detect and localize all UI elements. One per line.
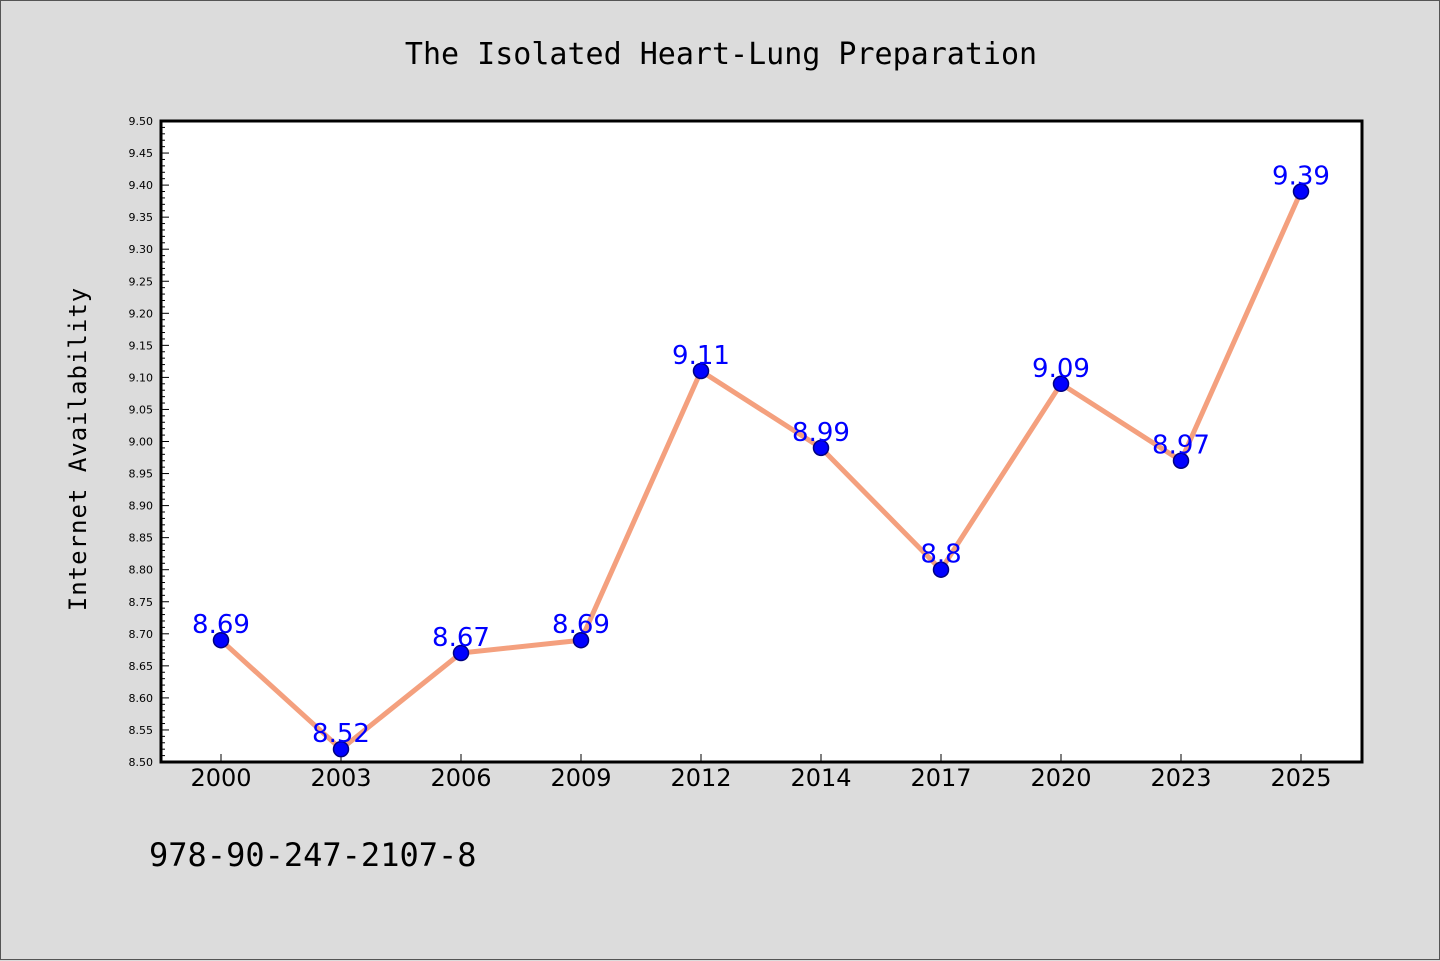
y-tick-label: 8.50 xyxy=(129,756,154,769)
y-tick-label: 9.10 xyxy=(129,371,154,384)
y-tick-label: 8.70 xyxy=(129,628,154,641)
y-tick-label: 9.25 xyxy=(129,275,154,288)
data-point xyxy=(452,644,470,662)
x-tick-label: 2025 xyxy=(1270,764,1331,792)
y-tick-label: 9.45 xyxy=(129,147,154,160)
x-tick-label: 2006 xyxy=(430,764,491,792)
x-tick-label: 2020 xyxy=(1030,764,1091,792)
data-point xyxy=(1292,183,1310,200)
y-tick-label: 8.85 xyxy=(129,532,154,545)
data-label: 8.69 xyxy=(192,610,250,640)
data-label: 8.8 xyxy=(920,540,961,570)
x-tick-label: 2000 xyxy=(190,764,251,792)
x-tick-label: 2017 xyxy=(910,764,971,792)
data-point xyxy=(932,561,950,578)
y-tick-label: 9.35 xyxy=(129,211,154,224)
y-tick-label: 9.00 xyxy=(129,436,154,449)
data-point xyxy=(692,362,710,380)
chart-title: The Isolated Heart-Lung Preparation xyxy=(405,37,1037,72)
y-tick-label: 9.30 xyxy=(129,243,154,256)
y-tick-label: 8.65 xyxy=(129,660,154,673)
data-label: 8.52 xyxy=(312,719,370,749)
x-tick-label: 2014 xyxy=(790,764,851,792)
data-point xyxy=(572,631,590,649)
plot-area xyxy=(161,121,1362,762)
data-point xyxy=(1172,452,1190,469)
y-tick-label: 9.40 xyxy=(129,179,154,192)
y-tick-label: 8.80 xyxy=(129,564,154,577)
data-label: 9.09 xyxy=(1032,354,1090,384)
data-label: 9.39 xyxy=(1272,162,1330,192)
data-label: 9.11 xyxy=(672,341,730,371)
y-tick-label: 9.15 xyxy=(129,339,154,352)
y-tick-label: 9.05 xyxy=(129,403,154,416)
y-axis-label: Internet Availability xyxy=(64,287,92,611)
data-label: 8.69 xyxy=(552,610,610,640)
y-tick-label: 8.95 xyxy=(129,468,154,481)
y-tick-label: 9.50 xyxy=(129,115,154,128)
x-axis: 2000 2003 2006 2009 2012 2014 2017 2020 2023 2025 xyxy=(190,754,1332,792)
y-tick-label: 8.55 xyxy=(129,724,154,737)
isbn-footer: 978-90-247-2107-8 xyxy=(149,836,477,874)
data-point xyxy=(212,631,230,649)
x-tick-label: 2009 xyxy=(550,764,611,792)
y-tick-label: 8.75 xyxy=(129,596,154,609)
x-tick-label: 2012 xyxy=(670,764,731,792)
data-label: 8.67 xyxy=(432,623,490,653)
y-tick-label: 8.90 xyxy=(129,500,154,513)
data-point xyxy=(1052,375,1070,393)
series-group xyxy=(212,183,1310,758)
data-point xyxy=(332,740,350,758)
data-point xyxy=(812,439,830,457)
data-label-group: 8.69 8.52 8.67 8.69 9.11 8.99 8.8 9.09 8.97 9.39 xyxy=(192,162,1330,750)
y-tick-label: 9.20 xyxy=(129,307,154,320)
y-axis: 8.50 8.55 8.60 8.65 8.70 8.75 8.80 8.85 8.90 8.95… xyxy=(129,115,169,769)
data-label: 8.99 xyxy=(792,418,850,448)
plot-border xyxy=(159,119,1364,764)
series-line xyxy=(218,189,1304,752)
x-tick-label: 2023 xyxy=(1150,764,1211,792)
y-tick-label: 8.60 xyxy=(129,692,154,705)
x-tick-label: 2003 xyxy=(310,764,371,792)
data-label: 8.97 xyxy=(1152,431,1210,461)
